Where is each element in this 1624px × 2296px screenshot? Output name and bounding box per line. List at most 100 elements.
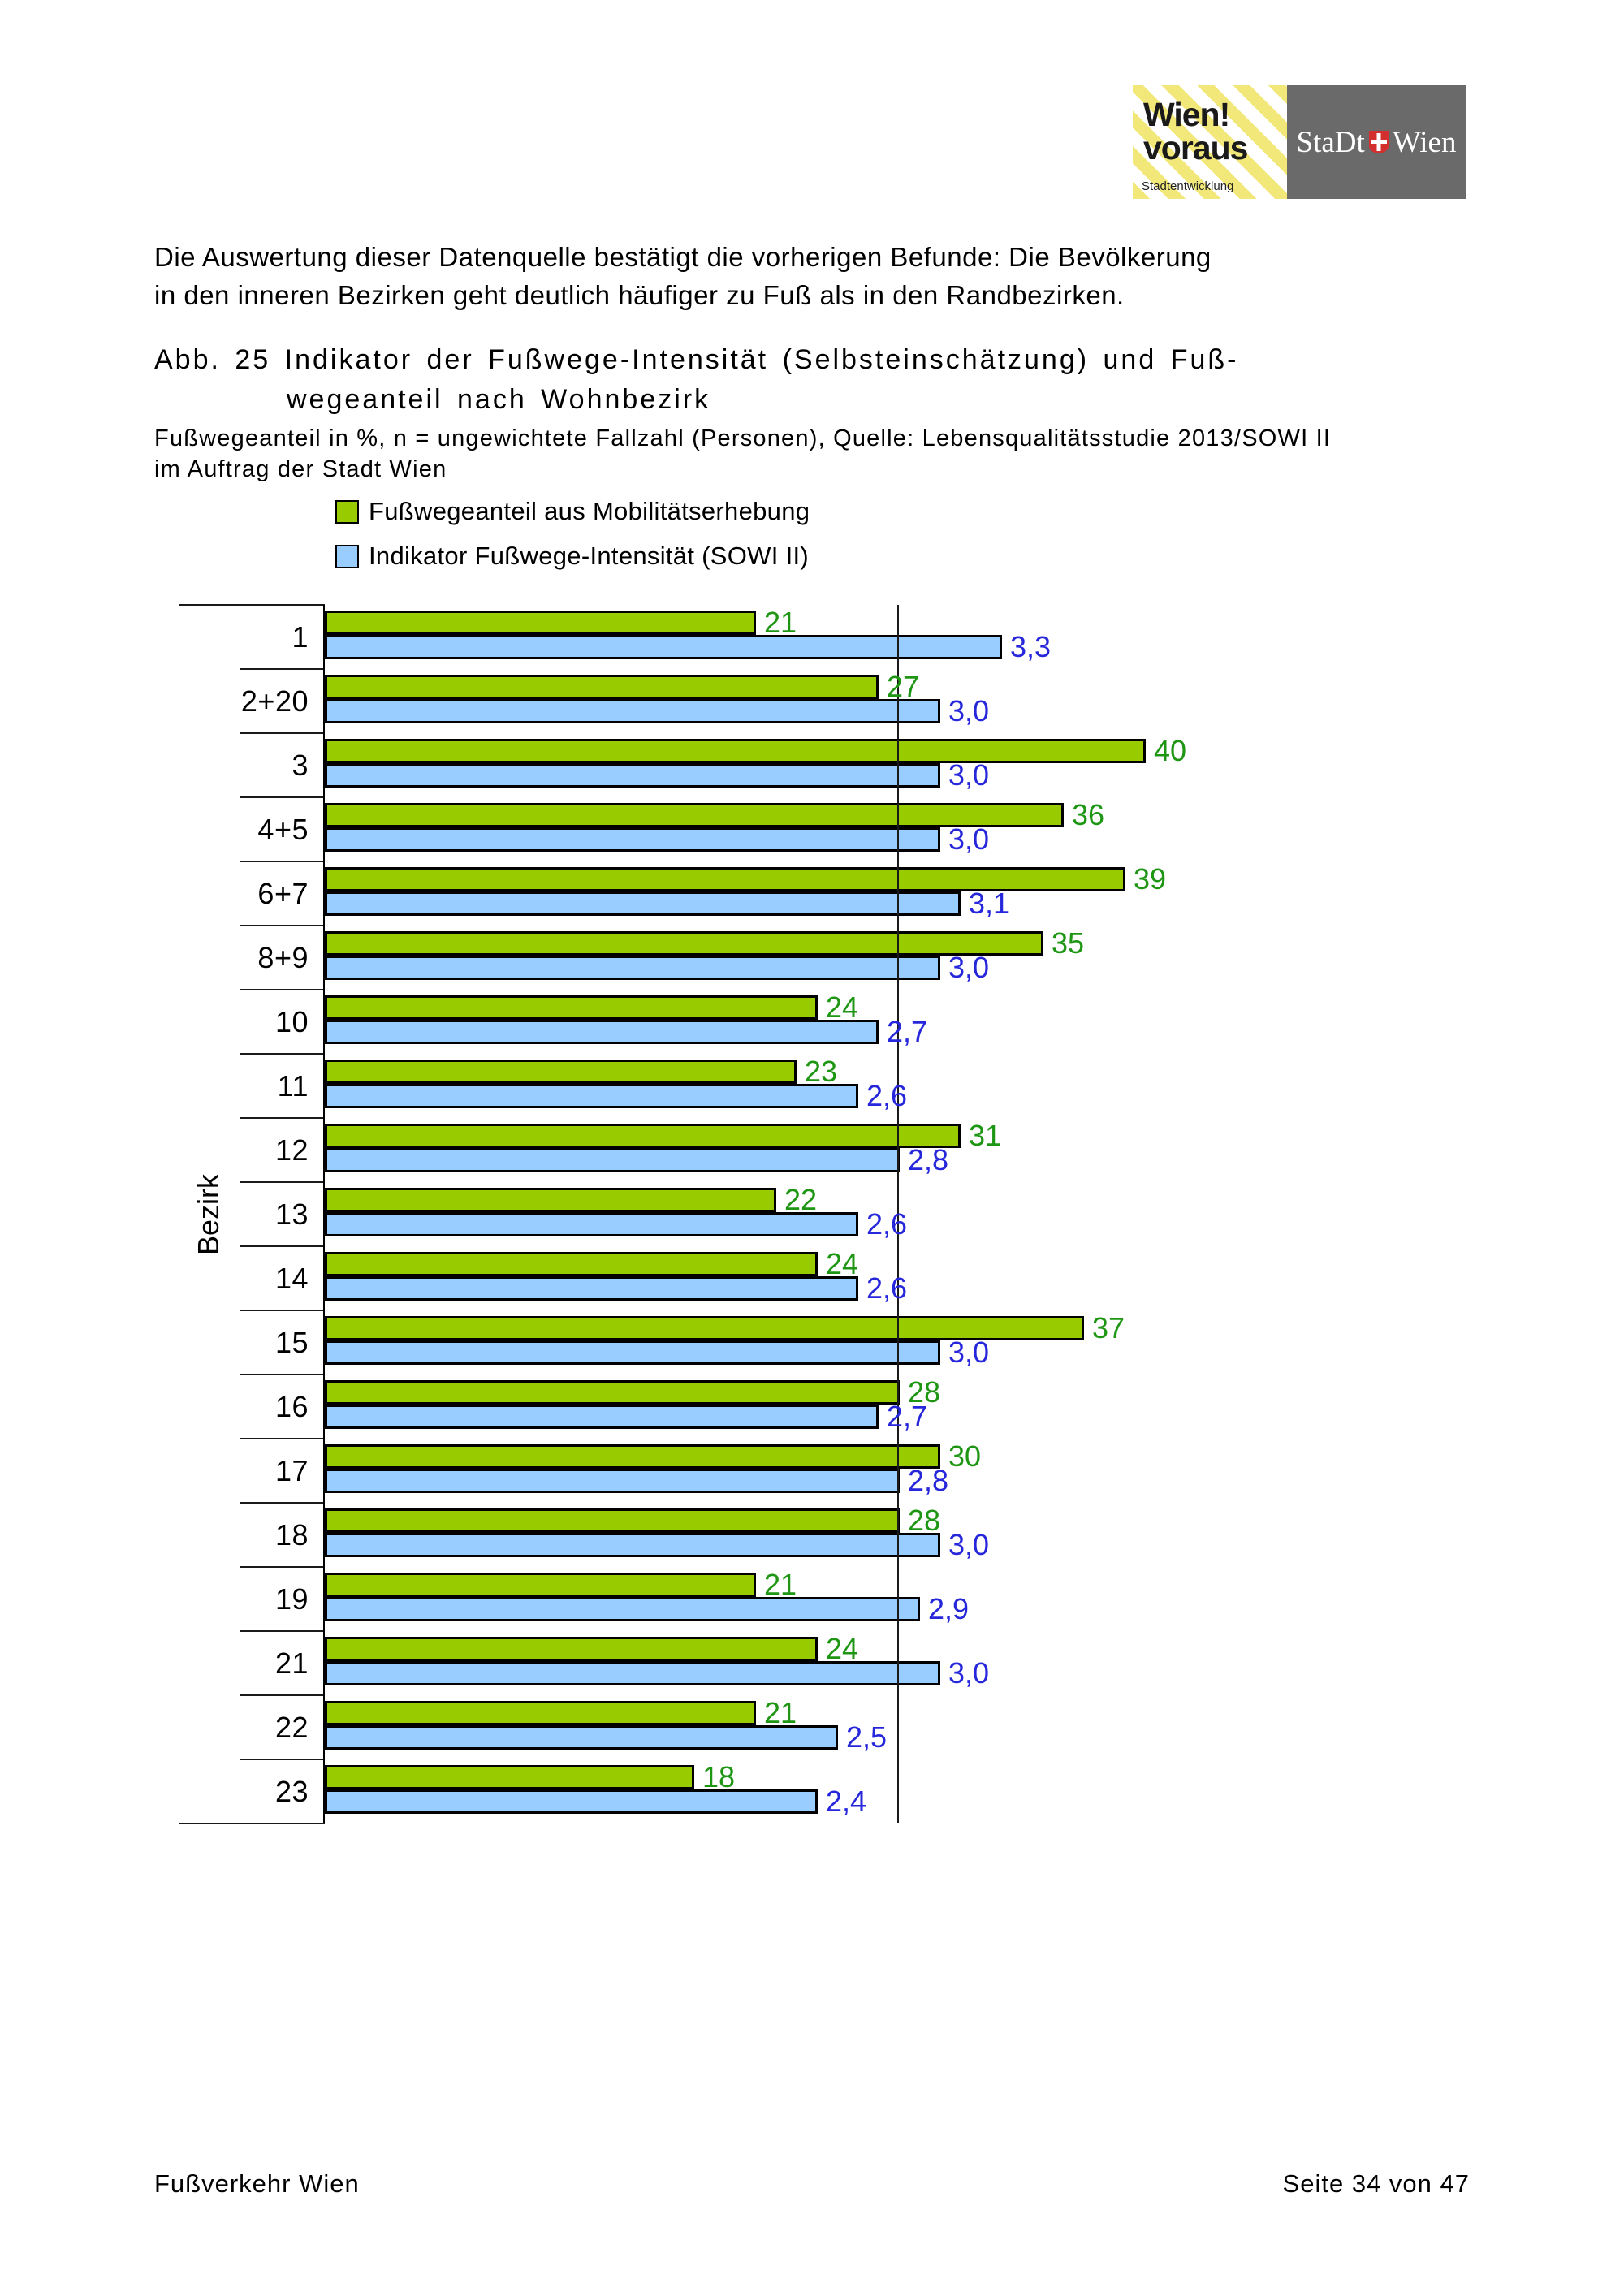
- category-label: 23: [274, 1774, 309, 1808]
- green-bar-value-label: 31: [969, 1119, 1002, 1152]
- green-bar-fusswegeanteil: [325, 675, 879, 699]
- green-bar-fusswegeanteil: [325, 867, 1125, 891]
- chart-row-bezirk-4+5: 4+5 36 3,0: [179, 796, 1453, 861]
- blue-bar-value-label: 2,5: [846, 1720, 888, 1754]
- blue-bar-value-label: 2,6: [866, 1207, 908, 1241]
- category-tick: [240, 1630, 325, 1632]
- bar-chart: Bezirk 1 21 3,3 2+20 27 3,0 3 40 3,0 4+5 36 3,0 6+7 3…: [179, 604, 1453, 1824]
- chart-row-bezirk-22: 22 21 2,5: [179, 1694, 1453, 1759]
- category-label: 21: [274, 1646, 309, 1680]
- legend-label-indikator: Indikator Fußwege-Intensität (SOWI II): [369, 542, 810, 570]
- green-bar-value-label: 21: [764, 1696, 797, 1729]
- blue-bar-indikator: [325, 1340, 940, 1365]
- green-bar-fusswegeanteil: [325, 1316, 1084, 1340]
- green-bar-value-label: 27: [887, 670, 920, 703]
- chart-row-bezirk-14: 14 24 2,6: [179, 1245, 1453, 1310]
- intro-paragraph-line2: in den inneren Bezirken geht deutlich hä…: [154, 280, 1125, 310]
- chart-row-bezirk-13: 13 22 2,6: [179, 1181, 1453, 1246]
- green-bar-fusswegeanteil: [325, 1765, 694, 1789]
- green-bar-fusswegeanteil: [325, 739, 1146, 763]
- stadt-wien-logo: StaDt Wien: [1287, 85, 1466, 199]
- chart-legend: Fußwegeanteil aus Mobilitätserhebung Ind…: [335, 495, 810, 585]
- figure-heading: Abb. 25 Indikator der Fußwege-Intensität…: [154, 340, 1238, 420]
- blue-bar-indikator: [325, 1469, 900, 1493]
- chart-row-bezirk-19: 19 21 2,9: [179, 1566, 1453, 1631]
- green-bar-value-label: 30: [948, 1439, 982, 1473]
- blue-bar-indikator: [325, 956, 940, 980]
- category-tick: [240, 925, 325, 926]
- green-bar-value-label: 28: [908, 1504, 941, 1537]
- category-tick: [240, 796, 325, 798]
- category-tick: [240, 668, 325, 670]
- blue-bar-value-label: 3,0: [948, 1336, 990, 1369]
- green-bar-fusswegeanteil: [325, 995, 818, 1020]
- category-tick: [179, 604, 325, 606]
- category-label: 16: [274, 1389, 309, 1423]
- green-bar-value-label: 24: [826, 990, 859, 1024]
- chart-row-bezirk-6+7: 6+7 39 3,1: [179, 861, 1453, 926]
- blue-bar-indikator: [325, 891, 961, 916]
- figure-subtitle-line1: Fußwegeanteil in %, n = ungewichtete Fal…: [154, 425, 1332, 451]
- blue-bar-indikator: [325, 1020, 879, 1044]
- category-tick: [240, 1438, 325, 1439]
- chart-row-bezirk-3: 3 40 3,0: [179, 732, 1453, 797]
- category-label: 12: [274, 1133, 309, 1167]
- legend-swatch-blue: [335, 544, 359, 568]
- category-tick: [240, 1181, 325, 1183]
- green-bar-value-label: 39: [1134, 862, 1167, 896]
- category-label: 14: [274, 1261, 309, 1295]
- green-bar-value-label: 21: [764, 1568, 797, 1601]
- category-label: 3: [292, 748, 309, 782]
- figure-subtitle: Fußwegeanteil in %, n = ungewichtete Fal…: [154, 423, 1331, 485]
- category-tick: [240, 989, 325, 990]
- figure-subtitle-line2: im Auftrag der Stadt Wien: [154, 456, 447, 482]
- blue-bar-value-label: 2,6: [866, 1079, 908, 1112]
- blue-bar-indikator: [325, 1405, 879, 1429]
- blue-bar-indikator: [325, 1533, 940, 1557]
- blue-bar-indikator: [325, 1084, 858, 1108]
- green-bar-fusswegeanteil: [325, 611, 756, 635]
- category-tick: [240, 732, 325, 734]
- chart-row-bezirk-17: 17 30 2,8: [179, 1438, 1453, 1503]
- category-tick: [240, 1694, 325, 1696]
- logo-brand-line2: voraus: [1143, 129, 1248, 166]
- blue-bar-indikator: [325, 1148, 900, 1172]
- green-bar-value-label: 22: [784, 1183, 818, 1216]
- blue-bar-indikator: [325, 699, 940, 723]
- green-bar-value-label: 21: [764, 606, 797, 639]
- stadt-wien-logo-text-right: Wien: [1392, 125, 1457, 159]
- blue-bar-value-label: 3,0: [948, 694, 990, 727]
- blue-bar-value-label: 3,0: [948, 822, 990, 856]
- blue-bar-value-label: 2,7: [887, 1015, 928, 1048]
- blue-bar-indikator: [325, 635, 1002, 659]
- blue-bar-indikator: [325, 1212, 858, 1236]
- chart-row-bezirk-10: 10 24 2,7: [179, 989, 1453, 1054]
- blue-bar-indikator: [325, 763, 940, 788]
- blue-bar-value-label: 3,0: [948, 758, 990, 792]
- category-label: 1: [292, 619, 309, 654]
- logo-subbrand: Stadtentwicklung: [1142, 179, 1234, 193]
- category-tick: [240, 1053, 325, 1055]
- figure-heading-line1: Abb. 25 Indikator der Fußwege-Intensität…: [154, 344, 1239, 375]
- category-label: 13: [274, 1197, 309, 1231]
- category-axis-line: [323, 605, 325, 1823]
- footer-document-title: Fußverkehr Wien: [154, 2169, 360, 2198]
- legend-item-fusswegeanteil: Fußwegeanteil aus Mobilitätserhebung: [335, 495, 810, 528]
- chart-row-bezirk-1: 1 21 3,3: [179, 604, 1453, 669]
- reference-line: [897, 605, 899, 1823]
- chart-row-bezirk-18: 18 28 3,0: [179, 1502, 1453, 1567]
- green-bar-value-label: 36: [1072, 798, 1105, 831]
- intro-paragraph-line1: Die Auswertung dieser Datenquelle bestät…: [154, 242, 1212, 272]
- green-bar-fusswegeanteil: [325, 1701, 756, 1725]
- legend-swatch-green: [335, 499, 359, 524]
- green-bar-fusswegeanteil: [325, 803, 1064, 827]
- green-bar-fusswegeanteil: [325, 1380, 900, 1405]
- blue-bar-indikator: [325, 1725, 838, 1750]
- blue-bar-value-label: 2,6: [866, 1271, 908, 1305]
- legend-label-fusswegeanteil: Fußwegeanteil aus Mobilitätserhebung: [369, 497, 810, 525]
- footer-page-number: Seite 34 von 47: [1282, 2169, 1470, 2198]
- category-label: 8+9: [257, 940, 309, 974]
- category-tick: [240, 1374, 325, 1375]
- blue-bar-value-label: 3,3: [1010, 630, 1052, 663]
